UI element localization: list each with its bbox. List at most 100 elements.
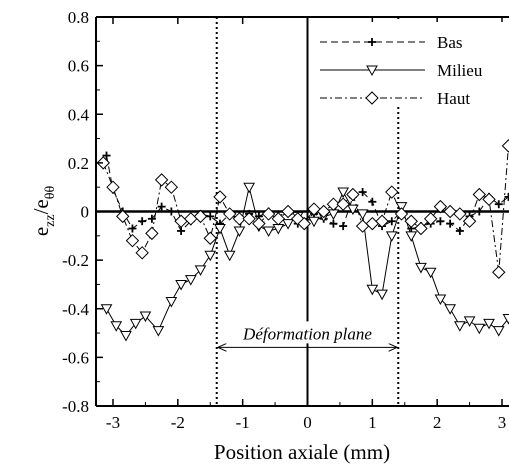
data-point-milieu [424, 267, 437, 279]
axis-ticks: -3 -2 -1 0 1 2 3 0.8 0.6 0.4 0.2 0 -0.2 -0.4 -0.6 -0.8 [62, 8, 506, 432]
data-point-bas [329, 219, 338, 228]
data-point-milieu [434, 294, 447, 306]
data-point-haut [433, 199, 448, 214]
y-axis-title-sub-theta: θθ [43, 186, 58, 200]
data-point-haut [492, 265, 506, 279]
data-point-milieu [376, 289, 388, 301]
data-point-haut [501, 139, 509, 153]
data-point-milieu [454, 321, 466, 332]
data-point-bas [339, 222, 348, 231]
data-point-bas [504, 192, 509, 201]
data-point-milieu [120, 330, 132, 342]
data-point-haut [164, 180, 179, 194]
data-point-haut [326, 197, 341, 211]
data-point-milieu [223, 250, 236, 262]
x-tick-label: -1 [236, 413, 250, 432]
data-point-haut [336, 197, 350, 211]
legend-label-bas: Bas [437, 33, 463, 52]
annotation-background [224, 321, 391, 344]
y-tick-label: 0.4 [68, 105, 90, 124]
data-point-bas [387, 217, 396, 226]
data-point-milieu [444, 304, 456, 315]
data-point-bas [177, 226, 186, 235]
x-tick-label: 1 [368, 413, 377, 432]
series-haut [96, 139, 509, 279]
data-point-bas [102, 151, 111, 160]
data-point-milieu [214, 224, 226, 235]
data-point-milieu [463, 316, 476, 327]
data-point-milieu [502, 313, 509, 325]
data-point-haut [385, 185, 399, 199]
legend-background [310, 22, 505, 106]
y-tick-label: 0.8 [68, 8, 89, 27]
legend-marker-milieu [366, 65, 378, 77]
data-point-milieu [337, 187, 350, 199]
data-point-milieu [129, 318, 142, 330]
data-point-milieu [282, 219, 294, 230]
data-point-milieu [110, 321, 123, 332]
data-point-haut [375, 214, 389, 228]
data-point-haut [242, 212, 256, 226]
series-layer [96, 139, 509, 342]
data-point-haut [414, 221, 428, 236]
data-point-haut [297, 216, 311, 231]
data-point-haut [482, 192, 496, 207]
data-point-milieu [100, 304, 113, 315]
data-point-milieu [194, 265, 207, 276]
data-point-haut [154, 173, 169, 187]
legend-marker-bas [368, 38, 376, 46]
data-point-haut [174, 214, 188, 228]
data-point-haut [116, 209, 130, 224]
data-point-haut [472, 187, 487, 202]
data-point-bas [206, 212, 215, 221]
data-point-bas [368, 197, 377, 206]
data-point-haut [222, 207, 237, 221]
data-point-milieu [262, 226, 275, 237]
data-point-haut [106, 180, 120, 194]
data-point-haut [271, 212, 286, 226]
data-point-haut [96, 156, 110, 170]
data-point-milieu [204, 250, 217, 262]
data-point-haut [125, 233, 140, 248]
legend: Bas Milieu Haut [310, 22, 505, 108]
x-tick-label: -2 [171, 413, 185, 432]
data-point-milieu [165, 296, 178, 308]
y-tick-label: -0.6 [62, 348, 89, 367]
data-point-milieu [233, 226, 246, 237]
data-point-bas [446, 219, 455, 228]
legend-label-milieu: Milieu [437, 61, 483, 80]
data-point-bas [138, 217, 147, 226]
y-tick-label: -0.2 [62, 251, 89, 270]
data-point-haut [261, 207, 276, 221]
data-point-bas [436, 217, 445, 226]
y-axis-title: ezz/eθθ [29, 186, 58, 237]
data-point-milieu [184, 275, 197, 286]
y-tick-label: -0.8 [62, 397, 89, 416]
data-point-milieu [385, 231, 398, 242]
data-point-milieu [175, 279, 187, 291]
data-point-milieu [356, 209, 369, 220]
data-point-haut [193, 209, 208, 224]
data-point-milieu [347, 204, 359, 216]
data-point-haut [307, 202, 321, 216]
data-point-milieu [405, 231, 418, 242]
y-axis-title-sep: /e [29, 199, 53, 214]
data-point-bas [475, 207, 484, 216]
annotation: Déformation plane [218, 321, 398, 347]
data-point-milieu [473, 323, 486, 335]
data-point-haut [203, 231, 217, 245]
data-point-haut [317, 204, 331, 219]
data-point-bas [167, 207, 176, 216]
y-tick-label: 0 [81, 203, 90, 222]
x-tick-label: 3 [498, 413, 507, 432]
data-point-haut [453, 207, 467, 221]
data-point-milieu [415, 262, 427, 274]
data-point-milieu [366, 284, 379, 296]
data-point-haut [232, 212, 247, 226]
x-tick-label: 2 [433, 413, 442, 432]
data-point-milieu [139, 311, 152, 323]
data-point-haut [404, 214, 418, 228]
data-point-bas [494, 200, 503, 209]
y-tick-label: -0.4 [62, 300, 89, 319]
data-point-bas [157, 202, 166, 211]
